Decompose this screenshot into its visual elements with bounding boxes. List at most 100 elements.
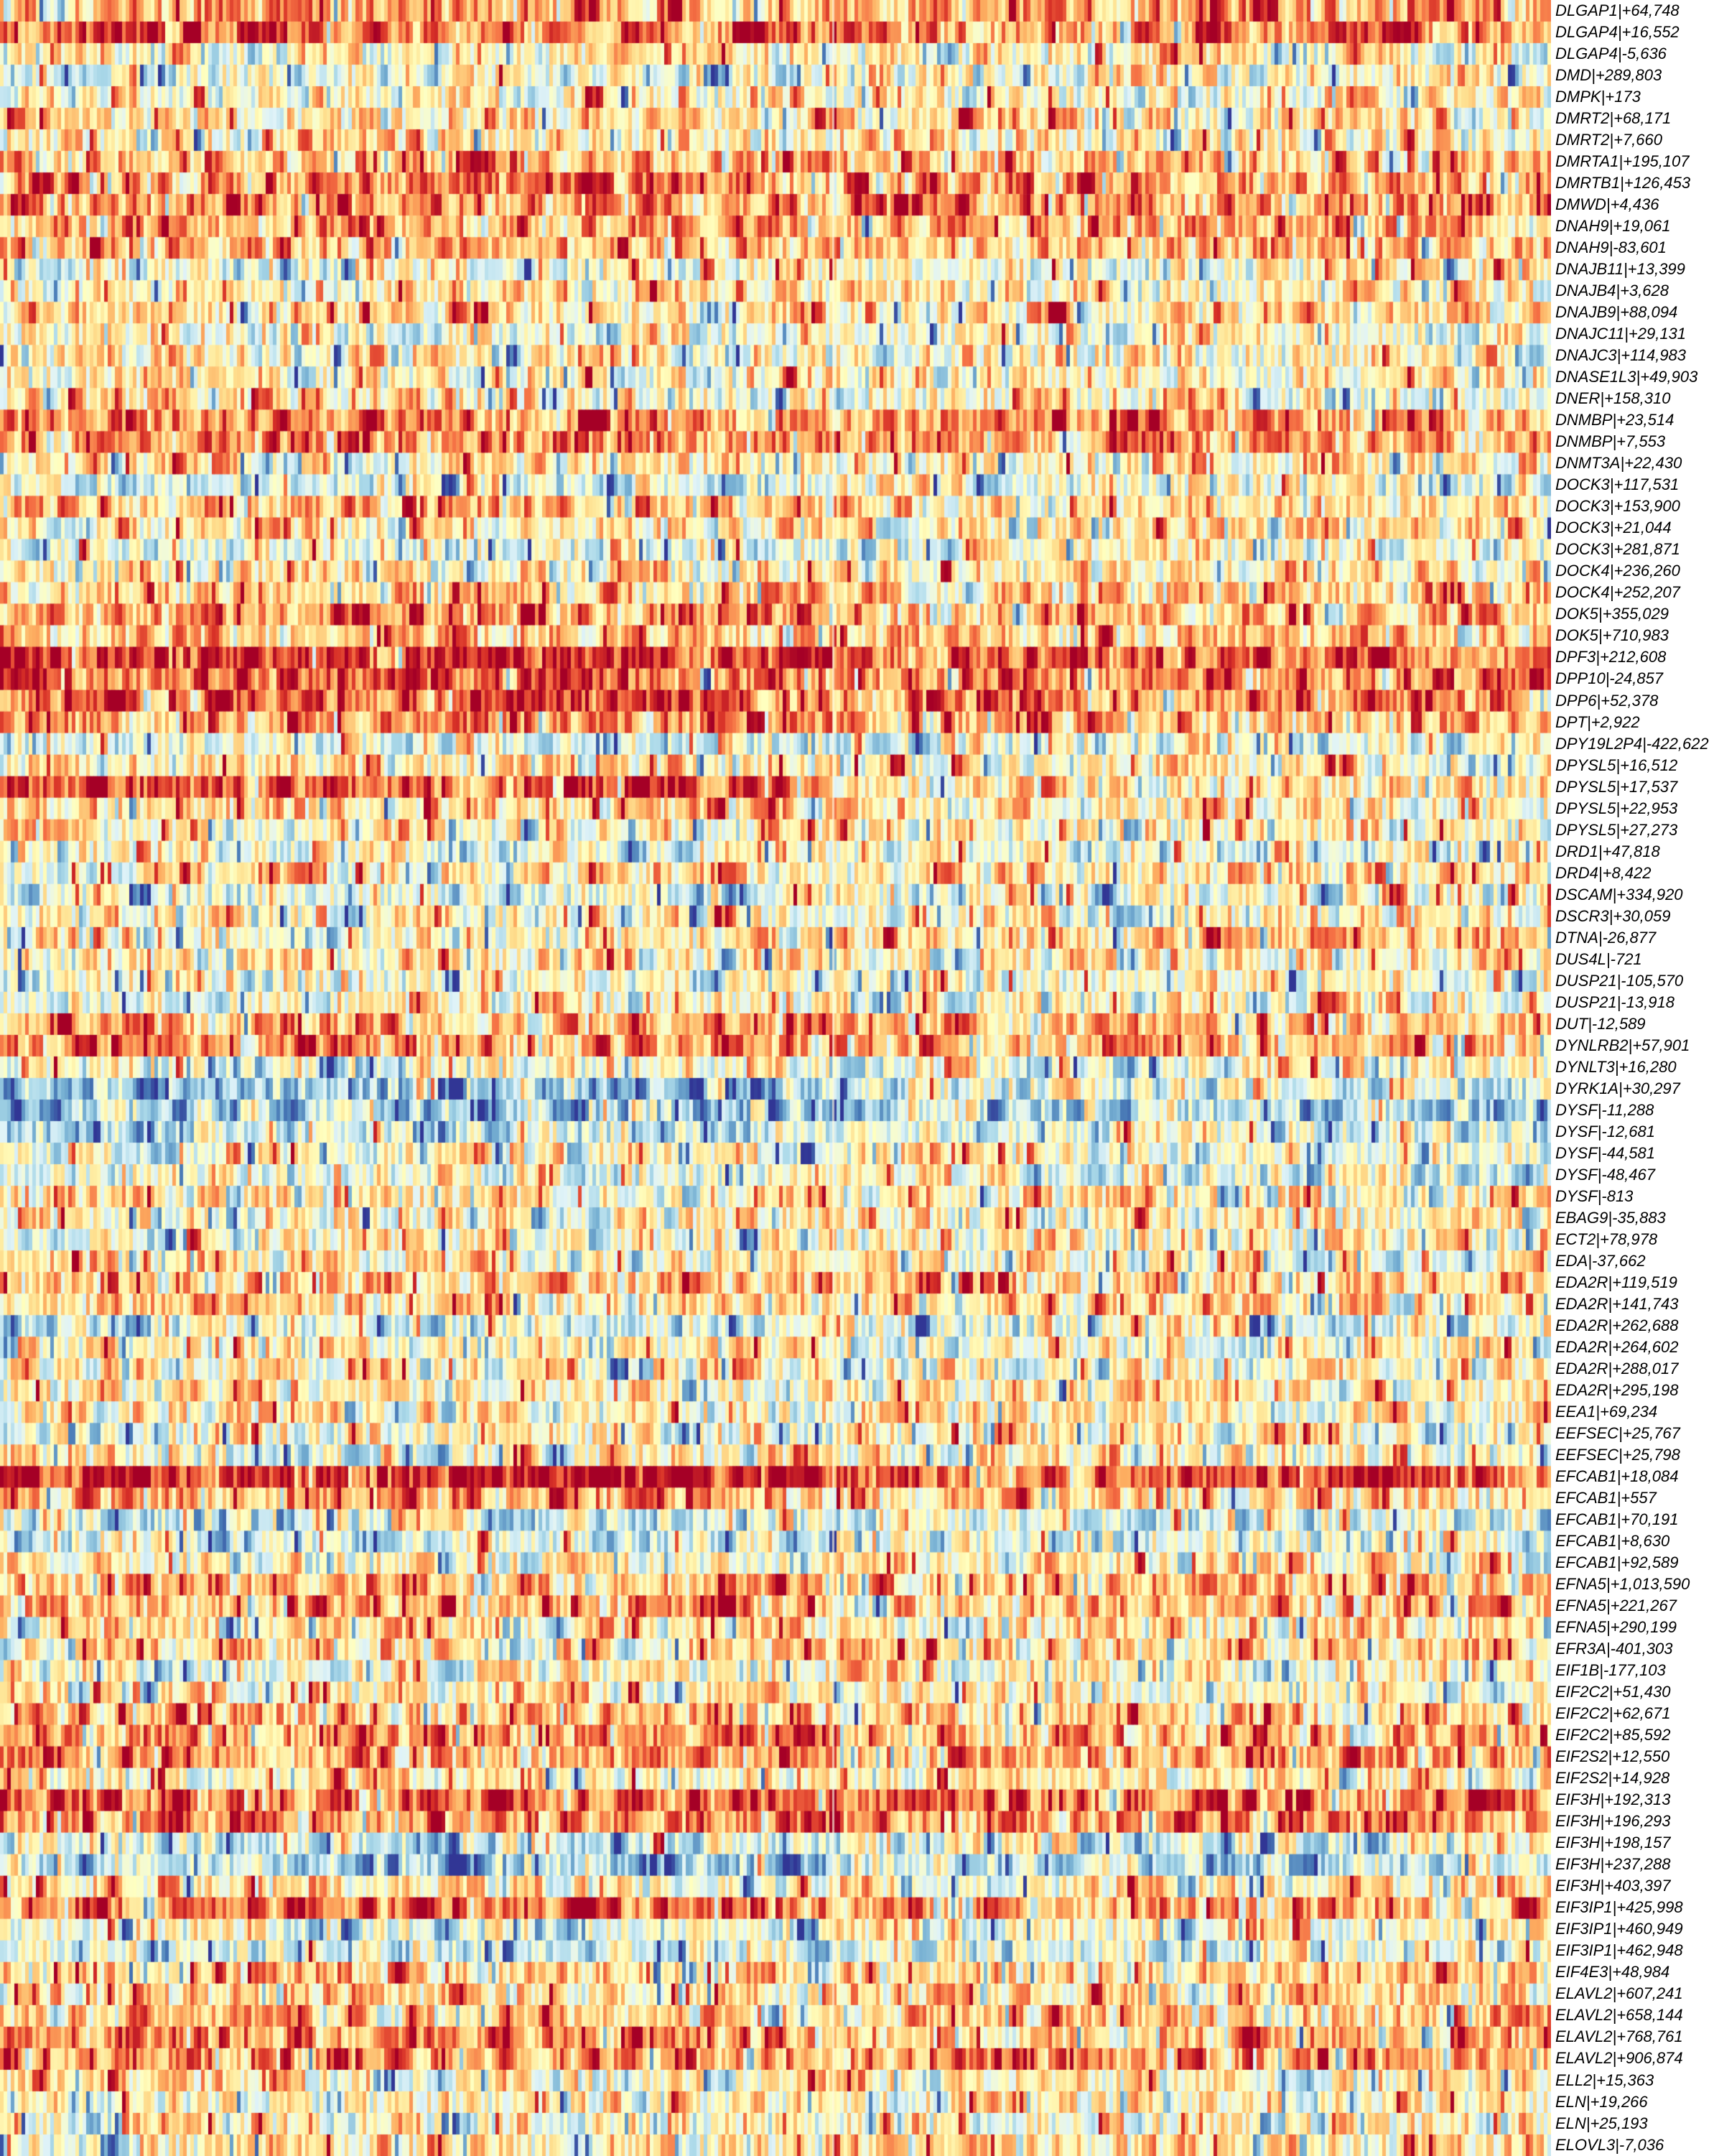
row-label: DMD|+289,803 bbox=[1555, 66, 1662, 85]
row-label: DOK5|+710,983 bbox=[1555, 626, 1669, 645]
row-label: DMRTB1|+126,453 bbox=[1555, 174, 1691, 192]
row-label: DNAJB9|+88,094 bbox=[1555, 303, 1678, 322]
row-label: EIF3IP1|+460,949 bbox=[1555, 1920, 1683, 1938]
row-label: DPP10|-24,857 bbox=[1555, 669, 1664, 688]
row-label: DSCR3|+30,059 bbox=[1555, 906, 1671, 925]
row-label: EIF3H|+237,288 bbox=[1555, 1855, 1671, 1874]
row-label: DYSF|-48,467 bbox=[1555, 1165, 1656, 1184]
row-label: EDA2R|+141,743 bbox=[1555, 1294, 1679, 1313]
row-label: DNAJC3|+114,983 bbox=[1555, 346, 1687, 365]
row-label: EDA2R|+264,602 bbox=[1555, 1337, 1679, 1356]
row-label: DUSP21|-13,918 bbox=[1555, 993, 1675, 1011]
row-label: DYSF|-813 bbox=[1555, 1186, 1634, 1205]
row-label: DPYSL5|+22,953 bbox=[1555, 799, 1678, 817]
row-label: EDA2R|+295,198 bbox=[1555, 1381, 1679, 1399]
row-label: DYNLT3|+16,280 bbox=[1555, 1057, 1677, 1076]
row-label: DNAJB11|+13,399 bbox=[1555, 260, 1685, 279]
row-label: DNMT3A|+22,430 bbox=[1555, 454, 1682, 473]
row-label: EFCAB1|+92,589 bbox=[1555, 1553, 1679, 1572]
row-label: DYRK1A|+30,297 bbox=[1555, 1079, 1680, 1097]
row-label: EFCAB1|+70,191 bbox=[1555, 1510, 1679, 1529]
row-label: EFNA5|+1,013,590 bbox=[1555, 1575, 1690, 1594]
row-label: DPF3|+212,608 bbox=[1555, 648, 1667, 666]
row-label: EIF2C2|+62,671 bbox=[1555, 1704, 1671, 1723]
row-label: DMPK|+173 bbox=[1555, 88, 1641, 106]
row-label: DNASE1L3|+49,903 bbox=[1555, 368, 1698, 386]
row-label: DYSF|-11,288 bbox=[1555, 1100, 1654, 1119]
row-label: DMRT2|+7,660 bbox=[1555, 131, 1662, 149]
row-label: DRD1|+47,818 bbox=[1555, 842, 1660, 860]
row-label: DNAJB4|+3,628 bbox=[1555, 282, 1669, 300]
row-label: ELAVL2|+906,874 bbox=[1555, 2049, 1683, 2068]
row-label: ELL2|+15,363 bbox=[1555, 2071, 1654, 2089]
row-label: EFCAB1|+18,084 bbox=[1555, 1467, 1679, 1486]
row-label: DMWD|+4,436 bbox=[1555, 195, 1659, 214]
row-label: DOCK3|+281,871 bbox=[1555, 540, 1680, 559]
row-label: EIF3H|+198,157 bbox=[1555, 1834, 1671, 1852]
row-label: DUT|-12,589 bbox=[1555, 1014, 1646, 1033]
row-label: EEA1|+69,234 bbox=[1555, 1403, 1658, 1421]
row-label: DSCAM|+334,920 bbox=[1555, 885, 1683, 903]
row-label: EIF1B|-177,103 bbox=[1555, 1661, 1666, 1680]
row-label: DYSF|-44,581 bbox=[1555, 1143, 1656, 1162]
row-label: ELOVL3|-7,036 bbox=[1555, 2135, 1664, 2154]
row-label: EFNA5|+221,267 bbox=[1555, 1597, 1677, 1615]
row-label: EFCAB1|+557 bbox=[1555, 1489, 1657, 1507]
row-label: EDA2R|+262,688 bbox=[1555, 1316, 1679, 1334]
row-label: EIF3H|+192,313 bbox=[1555, 1790, 1671, 1809]
row-label: DUS4L|-721 bbox=[1555, 949, 1642, 968]
row-label: DOCK3|+153,900 bbox=[1555, 497, 1680, 516]
row-label: EEFSEC|+25,798 bbox=[1555, 1446, 1680, 1464]
row-label: EIF3H|+403,397 bbox=[1555, 1877, 1671, 1895]
row-label: DPY19L2P4|-422,622 bbox=[1555, 734, 1709, 753]
row-label: DOK5|+355,029 bbox=[1555, 605, 1669, 623]
row-label: DNMBP|+23,514 bbox=[1555, 411, 1675, 429]
row-label: EIF4E3|+48,984 bbox=[1555, 1963, 1670, 1981]
row-label: DUSP21|-105,570 bbox=[1555, 971, 1684, 990]
row-label: EIF2S2|+12,550 bbox=[1555, 1747, 1670, 1766]
row-label: DMRT2|+68,171 bbox=[1555, 109, 1672, 128]
row-label: DOCK4|+252,207 bbox=[1555, 583, 1680, 602]
row-label: EDA2R|+288,017 bbox=[1555, 1359, 1679, 1377]
row-label: DPYSL5|+27,273 bbox=[1555, 820, 1678, 839]
row-label: DRD4|+8,422 bbox=[1555, 863, 1652, 882]
row-label: ECT2|+78,978 bbox=[1555, 1230, 1658, 1248]
row-label: DPP6|+52,378 bbox=[1555, 691, 1659, 710]
row-label: DOCK3|+21,044 bbox=[1555, 519, 1672, 537]
row-label: ELAVL2|+768,761 bbox=[1555, 2027, 1683, 2046]
row-label: DPYSL5|+16,512 bbox=[1555, 756, 1678, 774]
row-label: EIF3IP1|+425,998 bbox=[1555, 1898, 1683, 1917]
row-label: ELAVL2|+607,241 bbox=[1555, 1984, 1683, 2003]
row-label: ELN|+25,193 bbox=[1555, 2114, 1648, 2132]
row-label: ELAVL2|+658,144 bbox=[1555, 2006, 1683, 2025]
row-label: EFNA5|+290,199 bbox=[1555, 1618, 1677, 1637]
row-label: EIF2S2|+14,928 bbox=[1555, 1769, 1670, 1788]
row-labels-column: DLGAP1|+64,748 DLGAP4|+16,552 DLGAP4|-5,63… bbox=[1551, 0, 1714, 2156]
row-label: DNER|+158,310 bbox=[1555, 389, 1671, 408]
row-label: EIF2C2|+85,592 bbox=[1555, 1726, 1671, 1744]
row-label: EIF2C2|+51,430 bbox=[1555, 1683, 1671, 1701]
row-label: EEFSEC|+25,767 bbox=[1555, 1424, 1680, 1443]
row-label: EBAG9|-35,883 bbox=[1555, 1208, 1666, 1227]
row-label: DOCK3|+117,531 bbox=[1555, 475, 1680, 494]
row-label: DLGAP4|-5,636 bbox=[1555, 45, 1667, 63]
row-label: DPYSL5|+17,537 bbox=[1555, 777, 1678, 796]
row-label: EIF3H|+196,293 bbox=[1555, 1812, 1671, 1831]
row-label: EFR3A|-401,303 bbox=[1555, 1640, 1673, 1658]
row-label: DTNA|-26,877 bbox=[1555, 928, 1657, 947]
row-label: DNAH9|-83,601 bbox=[1555, 238, 1667, 257]
row-label: DNAJC11|+29,131 bbox=[1555, 325, 1687, 343]
row-label: DOCK4|+236,260 bbox=[1555, 562, 1680, 580]
row-label: ELN|+19,266 bbox=[1555, 2092, 1648, 2111]
row-label: DLGAP4|+16,552 bbox=[1555, 23, 1680, 42]
row-label: DYNLRB2|+57,901 bbox=[1555, 1036, 1690, 1054]
row-label: DPT|+2,922 bbox=[1555, 712, 1640, 731]
row-label: EDA2R|+119,519 bbox=[1555, 1273, 1677, 1291]
row-label: EIF3IP1|+462,948 bbox=[1555, 1941, 1683, 1960]
heatmap-canvas bbox=[0, 0, 1551, 2156]
row-label: EDA|-37,662 bbox=[1555, 1251, 1646, 1270]
row-label: DYSF|-12,681 bbox=[1555, 1122, 1656, 1140]
row-label: EFCAB1|+8,630 bbox=[1555, 1532, 1670, 1551]
row-label: DMRTA1|+195,107 bbox=[1555, 152, 1690, 171]
